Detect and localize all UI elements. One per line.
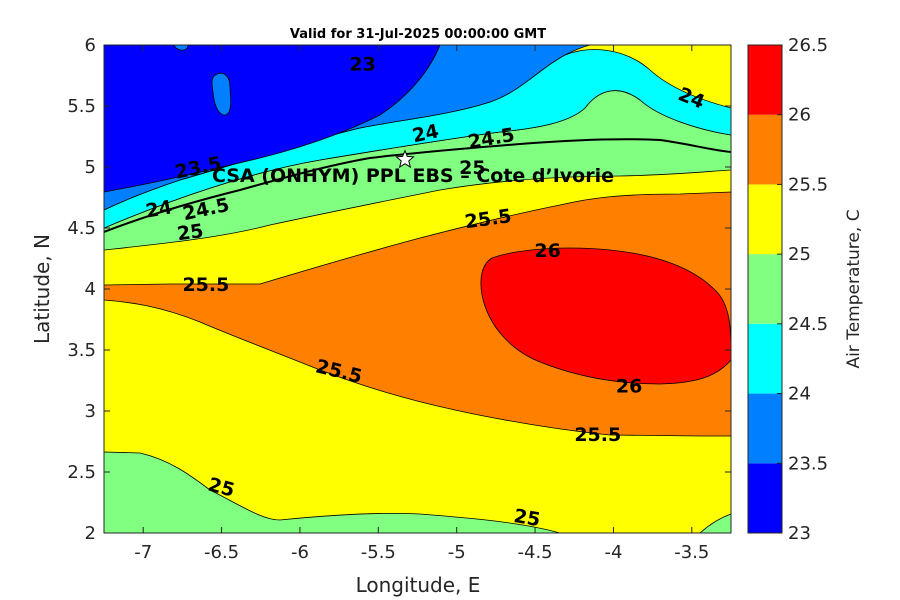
- colorbar-tick-label: 25: [788, 244, 811, 265]
- y-tick-label: 6: [85, 35, 96, 56]
- colorbar-tick-label: 23.5: [788, 453, 828, 474]
- band-24-5-southeast: [699, 513, 731, 533]
- colorbar-tick-label: 26: [788, 105, 811, 126]
- contour-labels: 2323.524242424.524.5252525.525.525.525.5…: [144, 53, 708, 531]
- y-tick-label: 3: [85, 401, 96, 422]
- colorbar-segment: [748, 323, 782, 394]
- contour-label: 24: [144, 196, 174, 222]
- contour-label: 25.5: [574, 424, 621, 446]
- station-label: CSA (ONHYM) PPL EBS – Cote d’Ivorie: [212, 165, 614, 187]
- x-axis-label: Longitude, E: [356, 573, 481, 597]
- contour-label: 26: [616, 375, 642, 397]
- contour-label: 24: [410, 120, 440, 147]
- x-tick-label: -6.5: [204, 542, 239, 563]
- x-tick-label: -4: [604, 542, 622, 563]
- y-axis-label: Latitude, N: [30, 234, 54, 344]
- x-tick-label: -3.5: [674, 542, 709, 563]
- x-tick-label: -5.5: [361, 542, 396, 563]
- station-star-icon: [395, 149, 415, 169]
- contour-label: 23: [349, 53, 375, 75]
- x-tick-label: -6: [291, 542, 309, 563]
- island-23-5: [211, 72, 232, 116]
- colorbar-tick-label: 23: [788, 523, 811, 544]
- colorbar-tick-label: 24: [788, 384, 811, 405]
- contour-label: 25: [176, 220, 205, 245]
- y-tick-label: 5.5: [67, 96, 96, 117]
- colorbar: 23 23.5 24 24.5 25 25.5 26 26.5: [747, 35, 828, 544]
- colorbar-segment: [748, 393, 782, 464]
- y-tick-label: 5: [85, 157, 96, 178]
- colorbar-tick-label: 25.5: [788, 174, 828, 195]
- contour-label: 26: [534, 240, 560, 262]
- x-axis-ticks: -7 -6.5 -6 -5.5 -5 -4.5 -4 -3.5: [134, 45, 709, 563]
- y-tick-label: 2.5: [67, 462, 96, 483]
- colorbar-label: Air Temperature, C: [844, 209, 864, 368]
- colorbar-tick-label: 26.5: [788, 35, 828, 56]
- y-tick-label: 3.5: [67, 340, 96, 361]
- y-tick-label: 4: [85, 279, 96, 300]
- colorbar-tick-label: 24.5: [788, 314, 828, 335]
- chart-title: Valid for 31-Jul-2025 00:00:00 GMT: [290, 27, 546, 42]
- colorbar-segment: [748, 254, 782, 324]
- band-23: [104, 45, 441, 193]
- station-layer: CSA (ONHYM) PPL EBS – Cote d’Ivorie: [212, 149, 614, 187]
- contour-label: 25: [459, 157, 485, 179]
- colorbar-border: [747, 44, 783, 534]
- band-26: [480, 247, 731, 385]
- y-tick-label: 4.5: [67, 218, 96, 239]
- contour-label: 25.5: [182, 274, 229, 296]
- colorbar-segment: [748, 184, 782, 255]
- colorbar-segment: [748, 463, 782, 533]
- colorbar-segment: [748, 45, 782, 115]
- y-tick-label: 2: [85, 523, 96, 544]
- plot-area: [104, 45, 731, 533]
- x-tick-label: -4.5: [518, 542, 553, 563]
- band-24-5-south: [104, 451, 561, 533]
- contour-label: 25: [512, 505, 542, 531]
- y-axis-ticks: 2 2.5 3 3.5 4 4.5 5 5.5 6: [67, 35, 731, 544]
- coastline: [104, 138, 731, 233]
- x-tick-label: -7: [134, 542, 152, 563]
- colorbar-segment: [748, 114, 782, 185]
- x-tick-label: -5: [448, 542, 466, 563]
